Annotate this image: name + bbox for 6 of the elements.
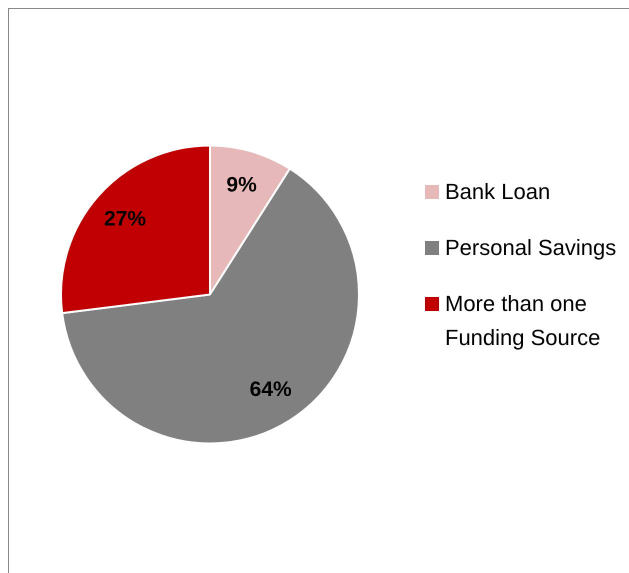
legend-label: Personal Savings <box>445 234 616 262</box>
data-label: 27% <box>104 207 146 230</box>
legend-label: Bank Loan <box>445 178 550 206</box>
data-label: 9% <box>226 174 258 197</box>
data-label: 64% <box>250 378 292 401</box>
legend-label: More than one Funding Source <box>445 290 602 352</box>
